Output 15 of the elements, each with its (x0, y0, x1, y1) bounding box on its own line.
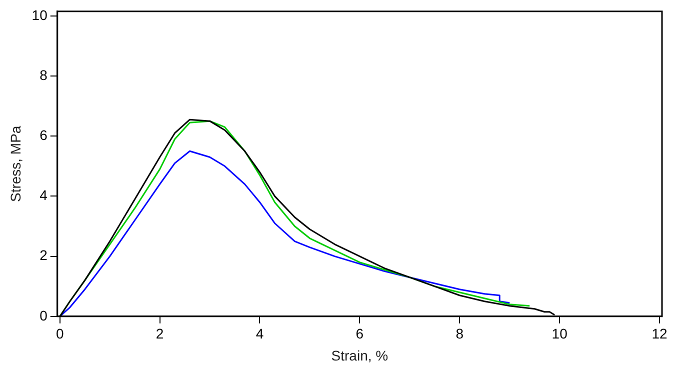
x-tick-label: 12 (652, 326, 668, 342)
y-tick-label: 8 (40, 66, 48, 83)
x-tick-label: 8 (456, 326, 464, 342)
x-tick-label: 4 (256, 326, 264, 342)
y-tick-label: 2 (40, 247, 48, 264)
y-tick-label: 6 (40, 126, 48, 143)
x-tick-label: 2 (156, 326, 164, 342)
x-tick-label: 10 (552, 326, 568, 342)
x-tick-label: 0 (56, 326, 64, 342)
x-axis-title: Strain, % (331, 347, 388, 364)
y-axis-title: Stress, MPa (7, 126, 24, 202)
x-tick-label: 6 (356, 326, 364, 342)
y-tick-label: 10 (32, 6, 48, 23)
y-tick-label: 4 (40, 187, 48, 204)
y-tick-label: 0 (40, 307, 48, 324)
